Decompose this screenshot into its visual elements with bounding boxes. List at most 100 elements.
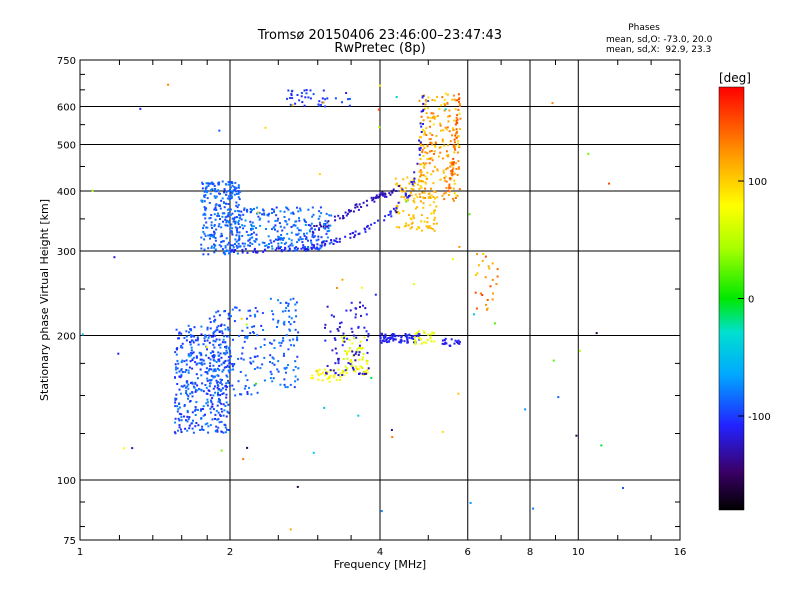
data-point — [396, 182, 398, 185]
data-point — [347, 98, 349, 101]
data-point — [333, 215, 336, 218]
data-point — [280, 241, 283, 244]
data-point — [264, 244, 267, 247]
data-point — [356, 205, 359, 208]
data-point — [210, 399, 212, 402]
data-point — [269, 239, 272, 242]
data-point — [341, 278, 344, 281]
data-point — [190, 381, 192, 384]
data-point — [348, 210, 351, 213]
data-point — [350, 301, 353, 304]
data-point — [453, 119, 455, 122]
data-point — [231, 384, 234, 387]
data-point — [452, 129, 455, 132]
data-point — [208, 201, 211, 204]
data-point — [203, 196, 206, 199]
data-point — [453, 98, 456, 101]
data-point — [332, 369, 335, 372]
data-point — [441, 342, 444, 345]
data-point — [217, 388, 220, 391]
data-point — [360, 366, 363, 369]
data-point — [253, 207, 255, 210]
data-point — [442, 171, 445, 174]
data-point — [214, 391, 217, 394]
x-tick-label: 2 — [227, 547, 233, 558]
data-point — [337, 329, 340, 332]
data-point — [432, 112, 435, 115]
data-point — [557, 396, 560, 399]
data-point — [271, 362, 274, 365]
data-point — [220, 241, 223, 244]
data-point — [201, 382, 204, 385]
data-point — [251, 221, 254, 224]
data-point — [188, 427, 191, 430]
data-point — [286, 207, 289, 210]
data-point — [210, 182, 213, 185]
data-point — [228, 385, 231, 387]
data-point — [303, 248, 306, 251]
data-point — [419, 169, 422, 172]
data-point — [316, 246, 318, 249]
data-point — [273, 339, 276, 342]
data-point — [396, 184, 399, 187]
data-point — [405, 193, 407, 196]
data-point — [325, 240, 328, 243]
data-point — [204, 209, 207, 212]
data-point — [394, 183, 397, 186]
data-point — [456, 114, 459, 117]
data-point — [311, 206, 314, 209]
data-point — [197, 424, 200, 427]
data-point — [208, 379, 211, 382]
data-point — [209, 352, 212, 354]
data-point — [220, 379, 223, 381]
data-point — [185, 419, 187, 422]
data-point — [215, 311, 218, 314]
data-point — [402, 210, 405, 212]
data-point — [203, 339, 206, 342]
data-point — [422, 162, 425, 165]
data-point — [311, 377, 314, 380]
data-point — [254, 347, 257, 350]
data-point — [245, 335, 248, 338]
data-point — [434, 197, 437, 200]
data-point — [310, 246, 313, 249]
data-point — [194, 408, 197, 411]
data-point — [227, 356, 230, 359]
data-point — [416, 196, 419, 199]
data-point — [349, 359, 352, 362]
data-point — [220, 430, 223, 433]
data-point — [425, 127, 428, 130]
data-point — [180, 361, 183, 364]
data-point — [283, 320, 286, 323]
data-point — [206, 398, 209, 401]
data-point — [236, 228, 238, 231]
data-point — [335, 237, 338, 240]
data-point — [214, 370, 217, 372]
data-point — [286, 97, 289, 100]
data-point — [257, 211, 259, 214]
data-point — [442, 169, 445, 172]
data-point — [392, 188, 395, 191]
data-point — [433, 153, 435, 155]
data-point — [258, 211, 261, 214]
data-point — [217, 310, 220, 313]
data-point — [228, 347, 230, 350]
data-point — [456, 342, 459, 345]
data-point — [187, 383, 190, 386]
data-point — [320, 245, 323, 248]
data-point — [203, 194, 206, 197]
data-point — [303, 89, 306, 92]
data-point — [332, 376, 335, 379]
data-point — [296, 247, 299, 250]
data-point — [225, 190, 228, 193]
data-point — [328, 242, 331, 245]
data-point — [203, 248, 206, 251]
data-point — [406, 339, 409, 342]
data-point — [191, 359, 194, 362]
data-point — [178, 426, 181, 429]
data-point — [221, 234, 223, 237]
data-point — [201, 358, 204, 361]
data-point — [443, 109, 446, 112]
data-point — [426, 107, 429, 110]
data-point — [269, 377, 272, 380]
